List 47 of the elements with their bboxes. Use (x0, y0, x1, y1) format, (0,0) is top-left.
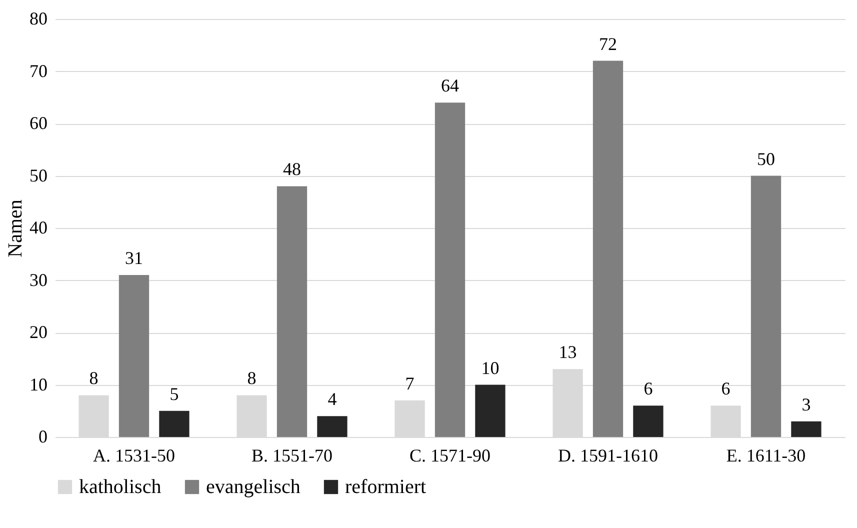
data-label: 6 (721, 378, 730, 399)
data-label: 3 (802, 394, 811, 414)
data-label: 8 (247, 368, 256, 388)
legend-label: reformiert (345, 476, 427, 498)
data-label: 31 (125, 248, 143, 268)
y-tick-label: 10 (30, 374, 48, 394)
bar (159, 410, 190, 437)
bar (78, 395, 109, 437)
y-tick-label: 20 (30, 322, 48, 342)
bar (236, 395, 267, 437)
data-label: 64 (441, 76, 459, 96)
data-label: 50 (757, 148, 775, 169)
y-tick-label: 50 (30, 165, 48, 186)
x-tick-label: D. 1591-1610 (558, 446, 658, 466)
bar (633, 406, 664, 437)
data-label: 72 (599, 34, 617, 54)
bar (592, 60, 624, 437)
bar (317, 416, 348, 437)
bar (750, 176, 782, 437)
bar (791, 421, 822, 437)
y-tick-label: 80 (30, 8, 48, 28)
legend-label: katholisch (79, 476, 162, 498)
y-tick-label: 40 (30, 218, 48, 238)
bar (118, 275, 150, 437)
x-tick-label: C. 1571-90 (410, 446, 490, 466)
bar (475, 384, 506, 437)
y-axis-title: Namen (4, 200, 26, 258)
x-tick-label: E. 1611-30 (726, 446, 806, 466)
data-label: 13 (558, 342, 577, 362)
y-tick-label: 60 (30, 113, 48, 133)
bar (394, 400, 425, 437)
data-label: 7 (405, 373, 414, 394)
bar (710, 406, 741, 437)
data-label: 5 (170, 384, 179, 404)
data-label: 6 (644, 378, 653, 399)
y-tick-label: 0 (38, 426, 48, 446)
x-tick-label: B. 1551-70 (252, 446, 332, 466)
bar (434, 102, 466, 437)
data-label: 48 (283, 159, 301, 180)
y-tick-label: 70 (30, 60, 48, 81)
data-label: 8 (89, 368, 98, 388)
bar (276, 186, 308, 437)
y-tick-label: 30 (30, 270, 48, 290)
data-label: 4 (328, 389, 337, 410)
legend-label: evangelisch (206, 476, 300, 498)
data-label: 10 (481, 358, 500, 378)
x-tick-label: A. 1531-50 (93, 446, 175, 466)
